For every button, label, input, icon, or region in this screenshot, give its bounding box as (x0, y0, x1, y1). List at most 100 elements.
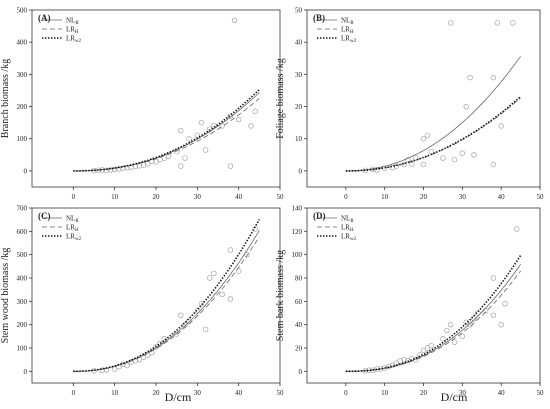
data-point (227, 296, 234, 302)
fit-curve-lrw2 (73, 219, 260, 373)
data-point (161, 335, 167, 342)
data-point (153, 159, 159, 165)
legend-subscript: R (75, 21, 79, 26)
chart-panel-2: 0 10 20 30 40 500100200300400500600700(C)Stem… (0, 205, 284, 398)
data-point (182, 155, 188, 161)
x-tick-label: 0 (72, 193, 76, 201)
data-point (231, 17, 238, 23)
legend-label: LRH (66, 224, 79, 234)
data-point (510, 20, 516, 26)
data-point (211, 270, 217, 277)
fit-curve-nlr (345, 56, 521, 172)
x-tick-label: 30 (459, 389, 467, 397)
data-point (178, 127, 184, 134)
chart-panel-3: 0 10 20 30 40 50 0 20 40 60 80 100 120 140 (D) Stem bar… (275, 205, 544, 398)
y-tick-label: 20 (295, 103, 303, 111)
data-point (149, 158, 155, 164)
y-tick-label: 0 (299, 368, 303, 376)
data-point (194, 132, 201, 139)
y-tick-label: 400 (17, 39, 28, 47)
fit-curve-nlr (345, 264, 521, 372)
data-point (498, 123, 504, 129)
legend-label: NLR (341, 215, 354, 225)
legend-label: LRw2 (66, 35, 82, 45)
data-point (178, 312, 184, 319)
x-tick-label: 30 (459, 193, 467, 201)
data-point (490, 312, 497, 319)
fit-curve-lrh (345, 270, 521, 372)
x-tick-label: 0 (344, 389, 348, 397)
legend-subscript: H (350, 30, 354, 35)
y-tick-label: 500 (17, 251, 28, 259)
data-point (252, 226, 258, 232)
data-point (513, 226, 520, 232)
y-tick-label: 0 (24, 167, 28, 175)
data-point (409, 161, 415, 168)
data-point (120, 165, 126, 172)
y-tick-label: 40 (295, 321, 303, 329)
legend-subscript: w2 (75, 237, 82, 242)
x-tick-label: 20 (153, 389, 161, 397)
y-tick-label: 100 (292, 251, 303, 259)
data-point (211, 123, 217, 129)
data-point (444, 327, 450, 334)
data-point (451, 156, 458, 163)
data-point (440, 335, 446, 342)
x-tick-label: 50 (277, 193, 285, 201)
x-axis-label-left: D/cm (165, 390, 192, 404)
legend-label: LRH (341, 224, 354, 234)
y-tick-label: 400 (17, 275, 28, 283)
data-point (165, 153, 172, 160)
data-point (186, 136, 192, 142)
data-point (502, 300, 508, 307)
x-tick-label: 10 (381, 193, 389, 201)
y-tick-label: 600 (17, 228, 28, 236)
x-tick-label: 30 (194, 193, 202, 201)
data-point (401, 356, 407, 363)
y-tick-label: 20 (295, 345, 303, 353)
data-point (389, 164, 396, 171)
x-tick-label: 20 (153, 193, 161, 201)
legend-subscript: H (350, 228, 354, 233)
data-point (103, 167, 110, 173)
x-tick-label: 10 (111, 193, 119, 201)
legend-subscript: H (75, 228, 79, 233)
chart-panel-1: 0 10 20 30 40 50 0 10 20 30 40 50 (B) Foliage biomass… (275, 7, 544, 202)
y-tick-label: 300 (17, 71, 28, 79)
data-point (420, 161, 427, 168)
legend-label: LRw2 (66, 233, 82, 243)
fit-curve-lrh (73, 98, 260, 172)
legend-label: LRH (341, 26, 354, 36)
x-tick-label: 0 (344, 193, 348, 201)
y-tick-label: 200 (17, 103, 28, 111)
data-point (420, 347, 427, 354)
data-point (424, 345, 431, 351)
x-tick-label: 20 (420, 389, 428, 397)
data-point (451, 339, 458, 345)
data-point (424, 132, 431, 139)
x-tick-label: 40 (235, 389, 243, 397)
data-point (374, 167, 380, 173)
x-tick-label: 10 (111, 389, 119, 397)
y-tick-label: 300 (17, 298, 28, 306)
y-tick-label: 100 (17, 135, 28, 143)
legend-subscript: w2 (75, 39, 82, 44)
data-point (447, 321, 454, 328)
data-point (463, 319, 469, 326)
x-tick-label: 50 (277, 389, 285, 397)
legend-label: NLR (341, 17, 354, 27)
data-point (498, 321, 504, 328)
data-point (428, 148, 434, 155)
x-tick-label: 40 (498, 193, 506, 201)
legend-subscript: R (75, 219, 79, 224)
x-tick-label: 40 (235, 193, 243, 201)
legend-subscript: R (350, 219, 354, 224)
y-tick-label: 50 (295, 7, 303, 15)
data-point (447, 20, 454, 26)
data-point (389, 362, 396, 369)
data-point (252, 108, 258, 115)
data-point (178, 163, 184, 169)
y-tick-label: 700 (17, 205, 28, 213)
y-tick-label: 0 (299, 167, 303, 175)
x-axis-label-right: D/cm (441, 390, 468, 404)
